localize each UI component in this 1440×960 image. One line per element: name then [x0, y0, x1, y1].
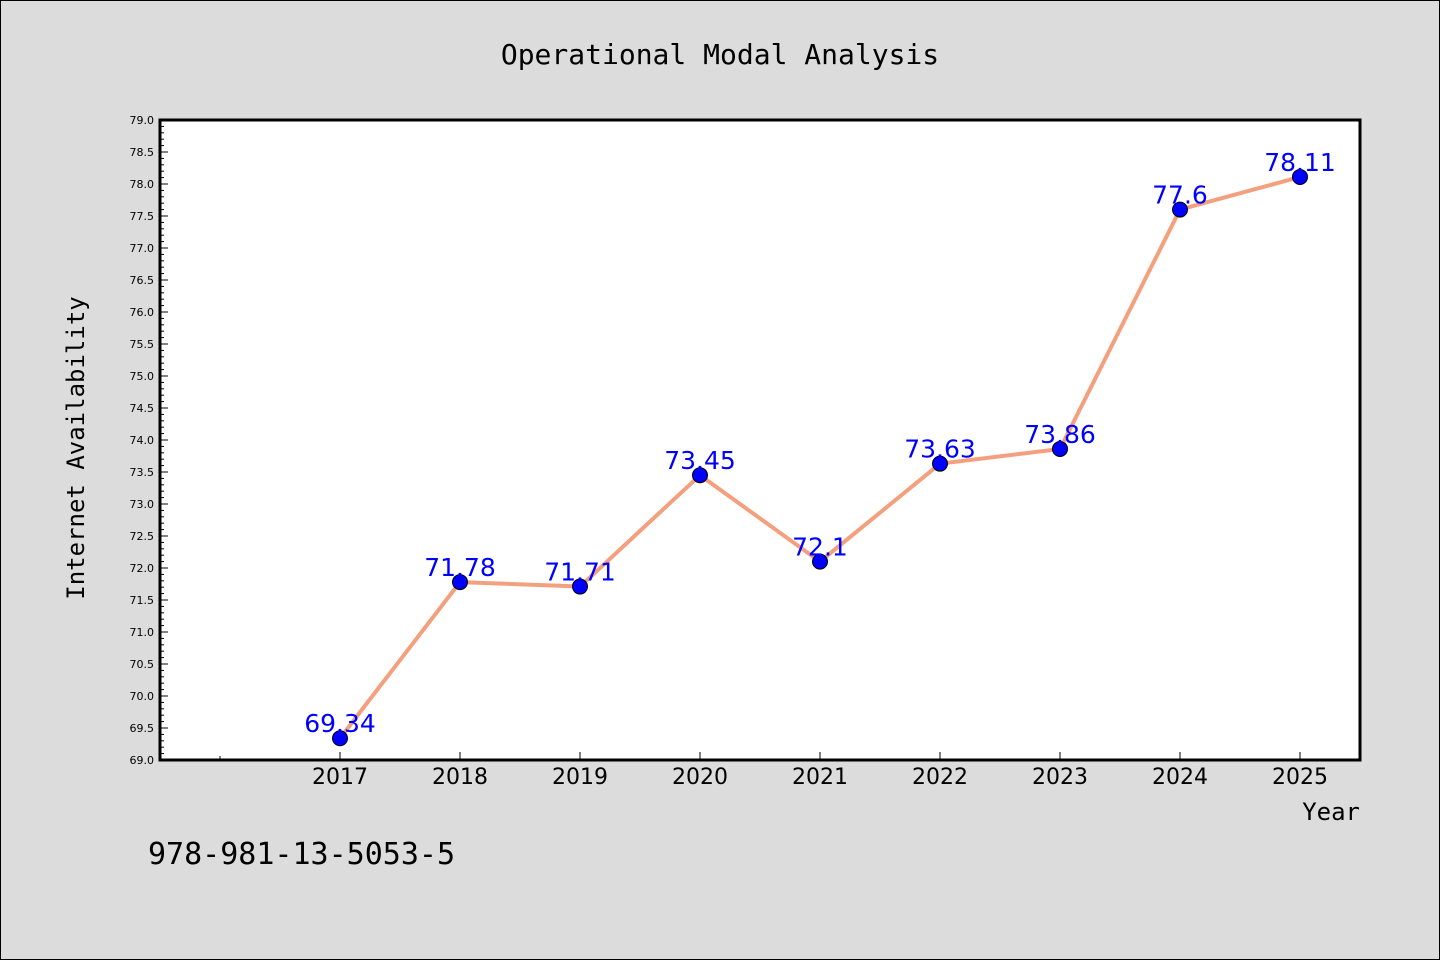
y-tick-label: 76.5 — [130, 274, 155, 287]
x-tick-label: 2025 — [1272, 765, 1328, 790]
y-tick-label: 70.0 — [130, 690, 155, 703]
x-axis-title: Year — [1302, 798, 1360, 826]
y-tick-label: 69.0 — [130, 754, 155, 767]
x-tick-label: 2022 — [912, 765, 968, 790]
y-tick-label: 78.5 — [130, 146, 155, 159]
y-tick-label: 74.0 — [130, 434, 155, 447]
y-tick-label: 73.0 — [130, 498, 155, 511]
data-label: 71.71 — [544, 558, 616, 587]
x-tick-label: 2021 — [792, 765, 848, 790]
data-point — [1172, 201, 1188, 218]
data-label: 72.1 — [792, 533, 848, 562]
x-tick-label: 2023 — [1032, 765, 1088, 790]
data-label: 78.11 — [1264, 148, 1336, 177]
y-tick-label: 69.5 — [130, 722, 155, 735]
data-point — [692, 467, 708, 484]
x-axis: 2017 2018 2019 2020 2021 2022 2023 2024 2025 — [219, 752, 1328, 790]
data-point — [812, 553, 828, 570]
y-tick-label: 74.5 — [130, 402, 155, 415]
y-tick-label: 78.0 — [130, 178, 155, 191]
y-tick-label: 75.5 — [130, 338, 155, 351]
y-tick-label: 70.5 — [130, 658, 155, 671]
y-tick-label: 73.5 — [130, 466, 155, 479]
y-tick-label: 71.5 — [130, 594, 155, 607]
data-label: 69.34 — [304, 709, 376, 738]
data-label: 71.78 — [424, 553, 496, 582]
x-tick-label: 2017 — [312, 765, 368, 790]
y-tick-label: 72.5 — [130, 530, 155, 543]
data-label: 77.6 — [1152, 181, 1208, 210]
y-tick-label: 71.0 — [130, 626, 155, 639]
y-tick-label: 79.0 — [130, 114, 155, 127]
x-tick-label: 2018 — [432, 765, 488, 790]
isbn-annotation: 978-981-13-5053-5 — [148, 837, 455, 872]
data-point — [932, 455, 948, 472]
x-tick-label: 2020 — [672, 765, 728, 790]
chart-title: Operational Modal Analysis — [501, 38, 939, 71]
x-tick-label: 2019 — [552, 765, 608, 790]
y-axis-title: Internet Availability — [62, 296, 90, 599]
data-label: 73.45 — [664, 446, 736, 475]
y-tick-label: 77.0 — [130, 242, 155, 255]
y-tick-label: 72.0 — [130, 562, 155, 575]
data-point — [572, 578, 588, 595]
y-tick-label: 75.0 — [130, 370, 155, 383]
data-point — [1052, 440, 1068, 457]
data-point — [452, 574, 468, 591]
y-axis: 69.0 69.5 70.0 70.5 71.0 71.5 72.0 72.5 73.0 73.5… — [130, 114, 168, 767]
data-point — [1292, 168, 1308, 185]
series-layer: 69.34 71.78 71.71 73.45 72.1 73.63 73.86 77.6 78… — [304, 148, 1336, 747]
data-point — [332, 730, 348, 747]
plot-area — [158, 118, 1362, 762]
y-tick-label: 76.0 — [130, 306, 155, 319]
data-label: 73.86 — [1024, 420, 1096, 449]
y-tick-label: 77.5 — [130, 210, 155, 223]
data-label: 73.63 — [904, 435, 976, 464]
x-tick-label: 2024 — [1152, 765, 1208, 790]
